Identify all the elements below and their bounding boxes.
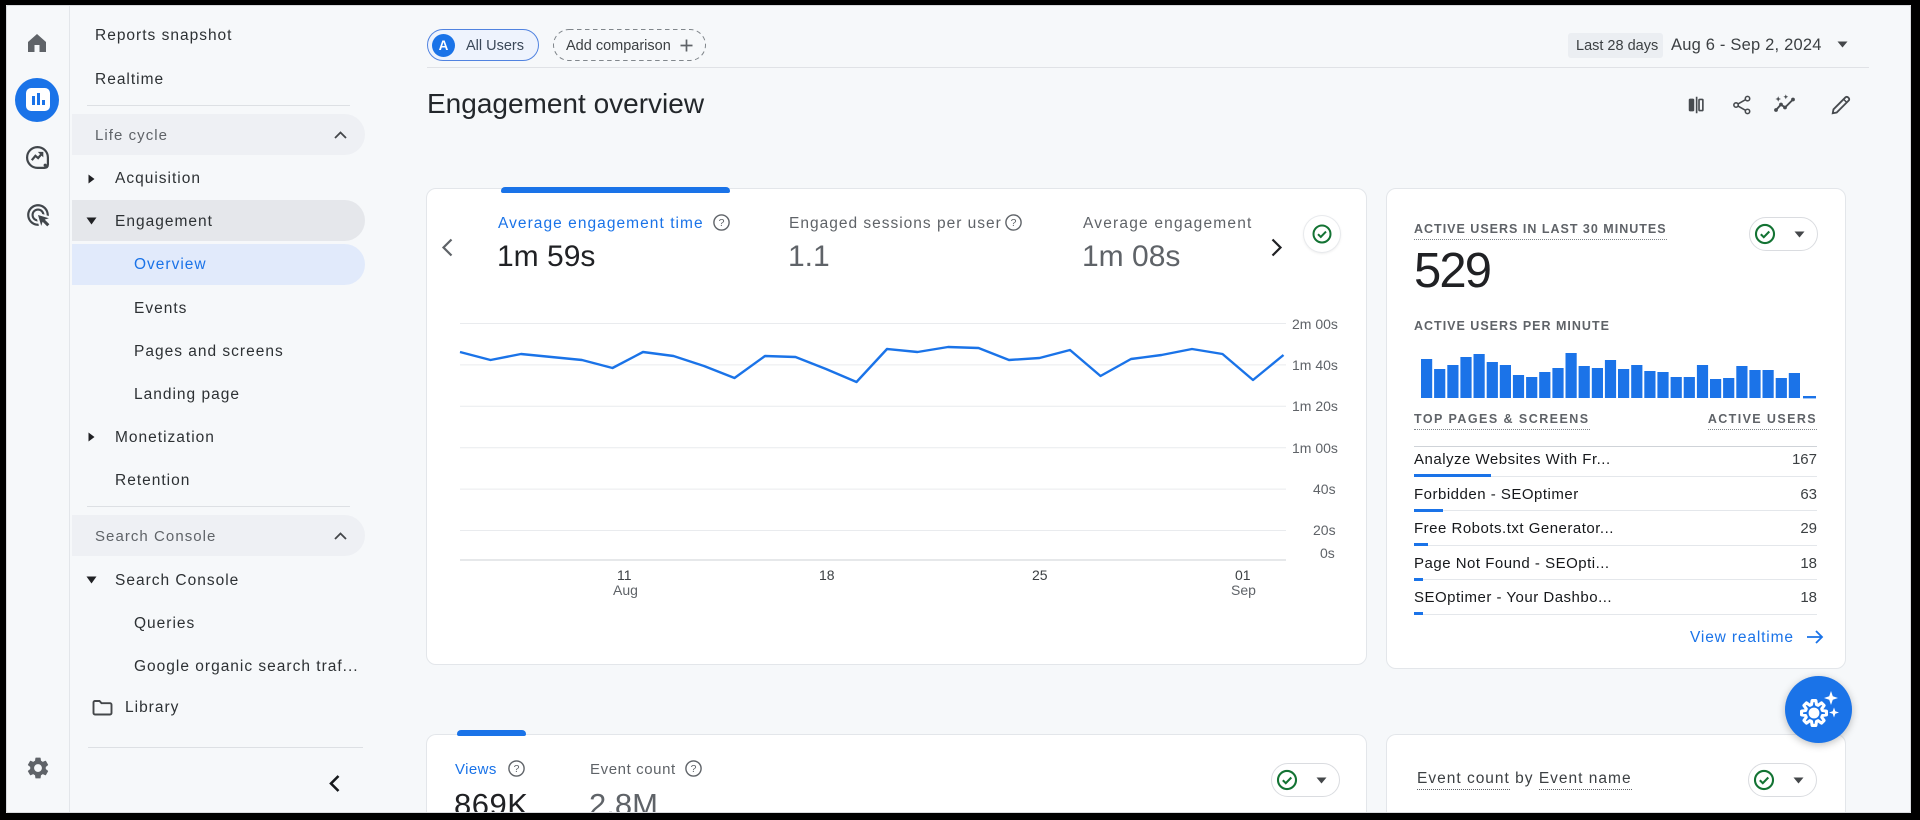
svg-text:?: ?	[1011, 217, 1017, 229]
svg-text:?: ?	[719, 217, 725, 229]
svg-text:?: ?	[514, 763, 520, 775]
svg-text:?: ?	[691, 763, 697, 775]
